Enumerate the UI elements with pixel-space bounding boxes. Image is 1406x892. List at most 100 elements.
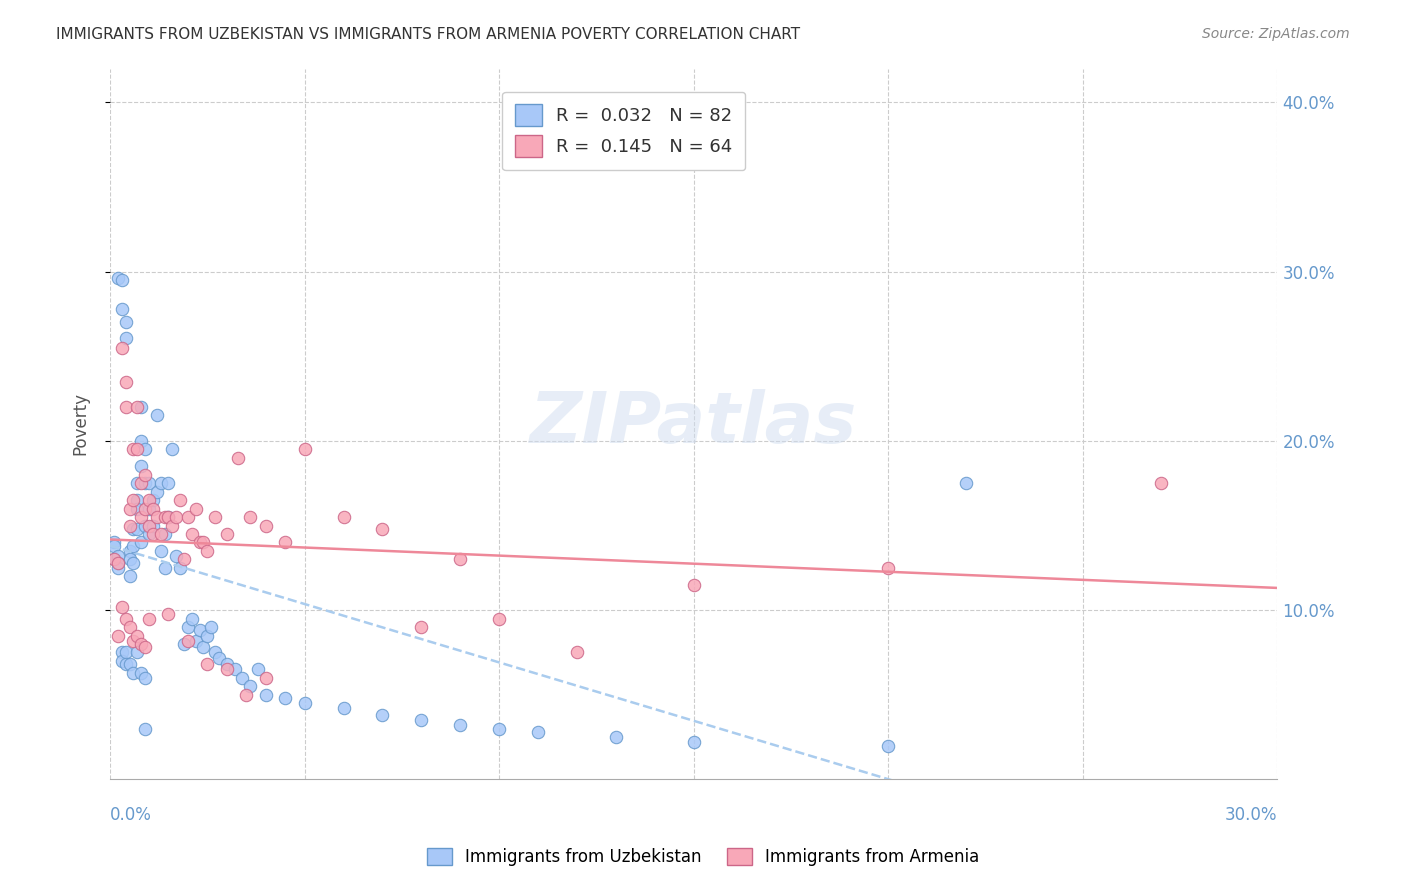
Point — [877, 739, 900, 753]
Point — [145, 409, 167, 423]
Point — [411, 620, 433, 634]
Point — [200, 620, 222, 634]
Point — [165, 510, 187, 524]
Point — [129, 459, 152, 474]
Point — [184, 633, 207, 648]
Point — [107, 549, 129, 563]
Point — [173, 552, 195, 566]
Point — [127, 628, 149, 642]
Point — [195, 544, 218, 558]
Point — [215, 662, 238, 676]
Point — [145, 484, 167, 499]
Point — [235, 688, 257, 702]
Point — [195, 657, 218, 672]
Point — [118, 518, 141, 533]
Point — [177, 510, 200, 524]
Point — [955, 476, 977, 491]
Point — [134, 467, 156, 482]
Text: IMMIGRANTS FROM UZBEKISTAN VS IMMIGRANTS FROM ARMENIA POVERTY CORRELATION CHART: IMMIGRANTS FROM UZBEKISTAN VS IMMIGRANTS… — [56, 27, 800, 42]
Point — [138, 476, 160, 491]
Point — [153, 510, 176, 524]
Point — [103, 552, 125, 566]
Legend: R =  0.032   N = 82, R =  0.145   N = 64: R = 0.032 N = 82, R = 0.145 N = 64 — [502, 92, 745, 170]
Point — [1150, 476, 1173, 491]
Point — [127, 501, 149, 516]
Point — [107, 561, 129, 575]
Point — [114, 611, 136, 625]
Point — [332, 510, 354, 524]
Point — [195, 628, 218, 642]
Point — [149, 476, 172, 491]
Point — [122, 522, 145, 536]
Point — [118, 501, 141, 516]
Point — [138, 527, 160, 541]
Point — [162, 518, 184, 533]
Point — [682, 735, 704, 749]
Point — [118, 552, 141, 566]
Point — [114, 331, 136, 345]
Point — [254, 688, 277, 702]
Point — [114, 645, 136, 659]
Point — [228, 450, 250, 465]
Point — [224, 662, 246, 676]
Point — [138, 501, 160, 516]
Point — [193, 535, 215, 549]
Point — [111, 341, 134, 355]
Point — [122, 633, 145, 648]
Point — [371, 708, 394, 723]
Point — [153, 527, 176, 541]
Point — [208, 650, 231, 665]
Point — [129, 434, 152, 448]
Point — [239, 510, 262, 524]
Point — [142, 493, 165, 508]
Point — [127, 442, 149, 457]
Point — [107, 271, 129, 285]
Point — [134, 476, 156, 491]
Y-axis label: Poverty: Poverty — [72, 392, 89, 456]
Point — [332, 701, 354, 715]
Point — [134, 671, 156, 685]
Point — [157, 607, 180, 621]
Point — [134, 640, 156, 655]
Point — [193, 640, 215, 655]
Point — [177, 620, 200, 634]
Point — [274, 535, 297, 549]
Point — [118, 544, 141, 558]
Point — [122, 556, 145, 570]
Point — [157, 510, 180, 524]
Point — [177, 633, 200, 648]
Point — [107, 628, 129, 642]
Point — [411, 713, 433, 727]
Text: 30.0%: 30.0% — [1225, 806, 1278, 824]
Point — [114, 400, 136, 414]
Legend: Immigrants from Uzbekistan, Immigrants from Armenia: Immigrants from Uzbekistan, Immigrants f… — [419, 840, 987, 875]
Point — [254, 671, 277, 685]
Point — [153, 561, 176, 575]
Point — [254, 518, 277, 533]
Point — [877, 561, 900, 575]
Point — [188, 535, 211, 549]
Point — [169, 561, 191, 575]
Point — [122, 539, 145, 553]
Point — [231, 671, 253, 685]
Point — [215, 657, 238, 672]
Point — [111, 654, 134, 668]
Point — [138, 611, 160, 625]
Point — [129, 476, 152, 491]
Point — [239, 679, 262, 693]
Point — [488, 611, 510, 625]
Point — [127, 400, 149, 414]
Point — [127, 645, 149, 659]
Point — [294, 696, 316, 710]
Point — [127, 522, 149, 536]
Point — [127, 476, 149, 491]
Point — [188, 624, 211, 638]
Point — [129, 665, 152, 680]
Point — [488, 722, 510, 736]
Point — [122, 493, 145, 508]
Point — [527, 725, 550, 739]
Point — [103, 552, 125, 566]
Point — [294, 442, 316, 457]
Point — [111, 301, 134, 316]
Point — [371, 522, 394, 536]
